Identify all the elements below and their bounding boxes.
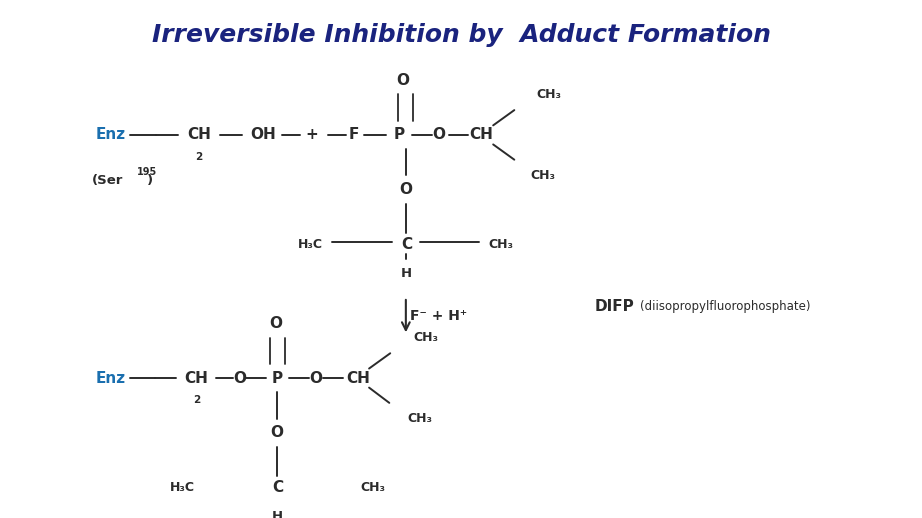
Text: CH₃: CH₃ [531, 169, 556, 182]
Text: O: O [309, 370, 323, 385]
Text: CH: CH [184, 370, 208, 385]
Text: (diisopropylfluorophosphate): (diisopropylfluorophosphate) [640, 300, 810, 313]
Text: O: O [399, 182, 412, 197]
Text: F: F [349, 127, 359, 142]
Text: O: O [269, 316, 282, 330]
Text: CH₃: CH₃ [489, 238, 514, 251]
Text: CH: CH [187, 127, 211, 142]
Text: CH₃: CH₃ [413, 331, 438, 344]
Text: Enz: Enz [95, 127, 125, 142]
Text: H₃C: H₃C [298, 238, 323, 251]
Text: 2: 2 [195, 152, 203, 162]
Text: O: O [396, 73, 409, 88]
Text: P: P [272, 370, 283, 385]
Text: H: H [272, 510, 283, 518]
Text: CH₃: CH₃ [408, 412, 432, 425]
Text: (Ser: (Ser [91, 174, 123, 186]
Text: H: H [400, 267, 411, 280]
Text: CH: CH [346, 370, 370, 385]
Text: F⁻ + H⁺: F⁻ + H⁺ [410, 309, 467, 323]
Text: C: C [401, 237, 412, 252]
Text: CH₃: CH₃ [537, 88, 561, 101]
Text: OH: OH [251, 127, 277, 142]
Text: CH: CH [469, 127, 493, 142]
Text: 195: 195 [137, 167, 158, 177]
Text: C: C [273, 480, 284, 495]
Text: H₃C: H₃C [170, 481, 195, 494]
Text: 2: 2 [193, 395, 200, 405]
Text: Irreversible Inhibition by  Adduct Formation: Irreversible Inhibition by Adduct Format… [151, 23, 771, 47]
Text: DIFP: DIFP [595, 299, 634, 314]
Text: O: O [432, 127, 445, 142]
Text: O: O [271, 425, 284, 440]
Text: P: P [394, 127, 405, 142]
Text: +: + [306, 127, 318, 142]
Text: Enz: Enz [95, 370, 125, 385]
Text: ): ) [147, 174, 153, 186]
Text: CH₃: CH₃ [360, 481, 384, 494]
Text: O: O [233, 370, 246, 385]
